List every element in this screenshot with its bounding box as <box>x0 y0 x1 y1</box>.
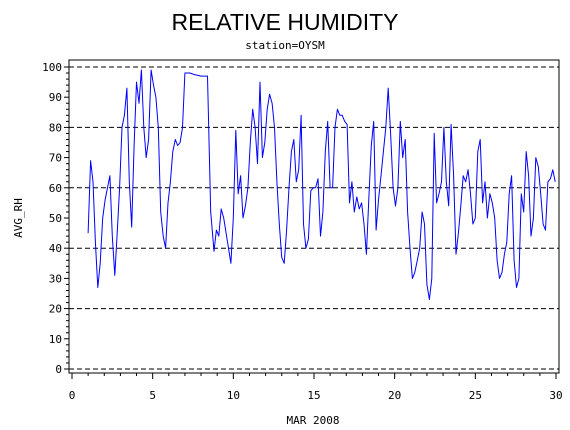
x-axis-label: MAR 2008 <box>287 414 340 427</box>
x-axis: 0 5 10 15 20 25 30 <box>69 373 563 402</box>
y-tick-label: 40 <box>49 242 62 255</box>
y-tick-label: 10 <box>49 333 62 346</box>
y-axis: 0 10 20 30 40 50 60 70 80 90 100 <box>42 61 69 376</box>
y-tick-label: 90 <box>49 91 62 104</box>
x-tick-label: 10 <box>227 389 240 402</box>
x-tick-label: 25 <box>469 389 482 402</box>
x-tick-label: 15 <box>307 389 320 402</box>
y-tick-label: 0 <box>55 363 62 376</box>
y-tick-label: 70 <box>49 152 62 165</box>
chart-title: RELATIVE HUMIDITY <box>171 9 398 35</box>
x-tick-label: 30 <box>549 389 562 402</box>
y-tick-label: 50 <box>49 212 62 225</box>
x-tick-label: 5 <box>149 389 156 402</box>
chart-subtitle: station=OYSM <box>245 39 325 52</box>
x-tick-label: 20 <box>388 389 401 402</box>
y-tick-label: 30 <box>49 272 62 285</box>
y-tick-label: 80 <box>49 121 62 134</box>
plot-frame <box>68 59 560 374</box>
x-tick-label: 0 <box>69 389 76 402</box>
y-tick-label: 60 <box>49 182 62 195</box>
y-tick-label: 20 <box>49 303 62 316</box>
y-axis-label: AVG_RH <box>12 198 25 238</box>
y-tick-label: 100 <box>42 61 62 74</box>
reference-lines <box>69 66 559 370</box>
series-line-0 <box>87 69 556 300</box>
series-group <box>87 69 556 300</box>
